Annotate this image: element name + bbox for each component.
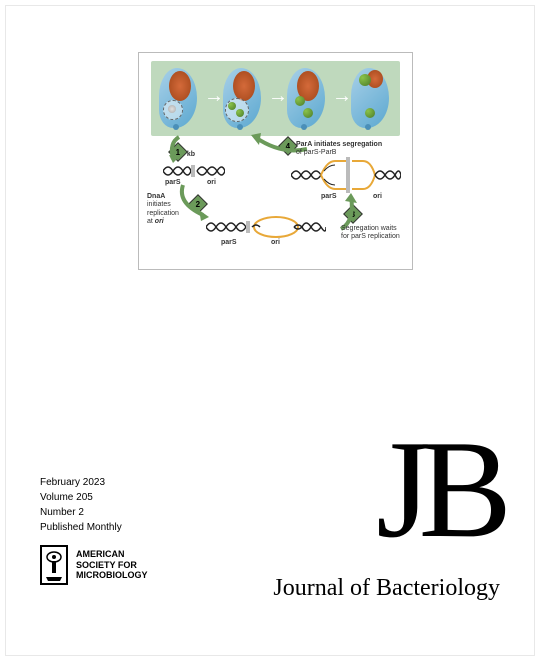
- dna-replication-bubble-icon: [206, 213, 326, 241]
- asm-logo-icon: [40, 545, 68, 585]
- journal-abbrev: JB: [376, 420, 500, 560]
- pars-label-2: parS: [221, 239, 237, 247]
- cell-stage-3: [287, 68, 327, 128]
- pub-number: Number 2: [40, 505, 122, 520]
- dna-replicated-icon: [291, 155, 401, 195]
- ori-label-3: ori: [373, 193, 382, 201]
- pub-frequency: Published Monthly: [40, 520, 122, 535]
- publication-info: February 2023 Volume 205 Number 2 Publis…: [40, 475, 122, 535]
- cell-stage-1: [159, 68, 199, 128]
- dnaa-label: DnaA initiates replication at ori: [147, 193, 192, 227]
- cell-stages-panel: → → →: [151, 61, 400, 136]
- arrow-icon: →: [332, 85, 352, 108]
- curve-arrow-icon: [161, 135, 191, 163]
- dna-helix-icon: [163, 161, 225, 181]
- pub-date: February 2023: [40, 475, 122, 490]
- cover-diagram: → → →: [138, 52, 413, 270]
- publisher-name: AMERICAN SOCIETY FOR MICROBIOLOGY: [76, 549, 148, 581]
- para-label: ParA initiates segregation of parS-ParB: [296, 141, 401, 158]
- cell-stage-4: [351, 68, 391, 128]
- arrow-icon: →: [204, 85, 224, 108]
- segregation-label: Segregation waits for parS replication: [341, 225, 411, 242]
- journal-title: Journal of Bacteriology: [273, 575, 500, 602]
- dna-mechanism-panel: 8 kb parS ori parS ori: [151, 143, 400, 261]
- publisher-block: AMERICAN SOCIETY FOR MICROBIOLOGY: [40, 545, 148, 585]
- arrow-icon: →: [268, 85, 288, 108]
- cell-stage-2: [223, 68, 263, 128]
- ori-label-2: ori: [271, 239, 280, 247]
- pub-volume: Volume 205: [40, 490, 122, 505]
